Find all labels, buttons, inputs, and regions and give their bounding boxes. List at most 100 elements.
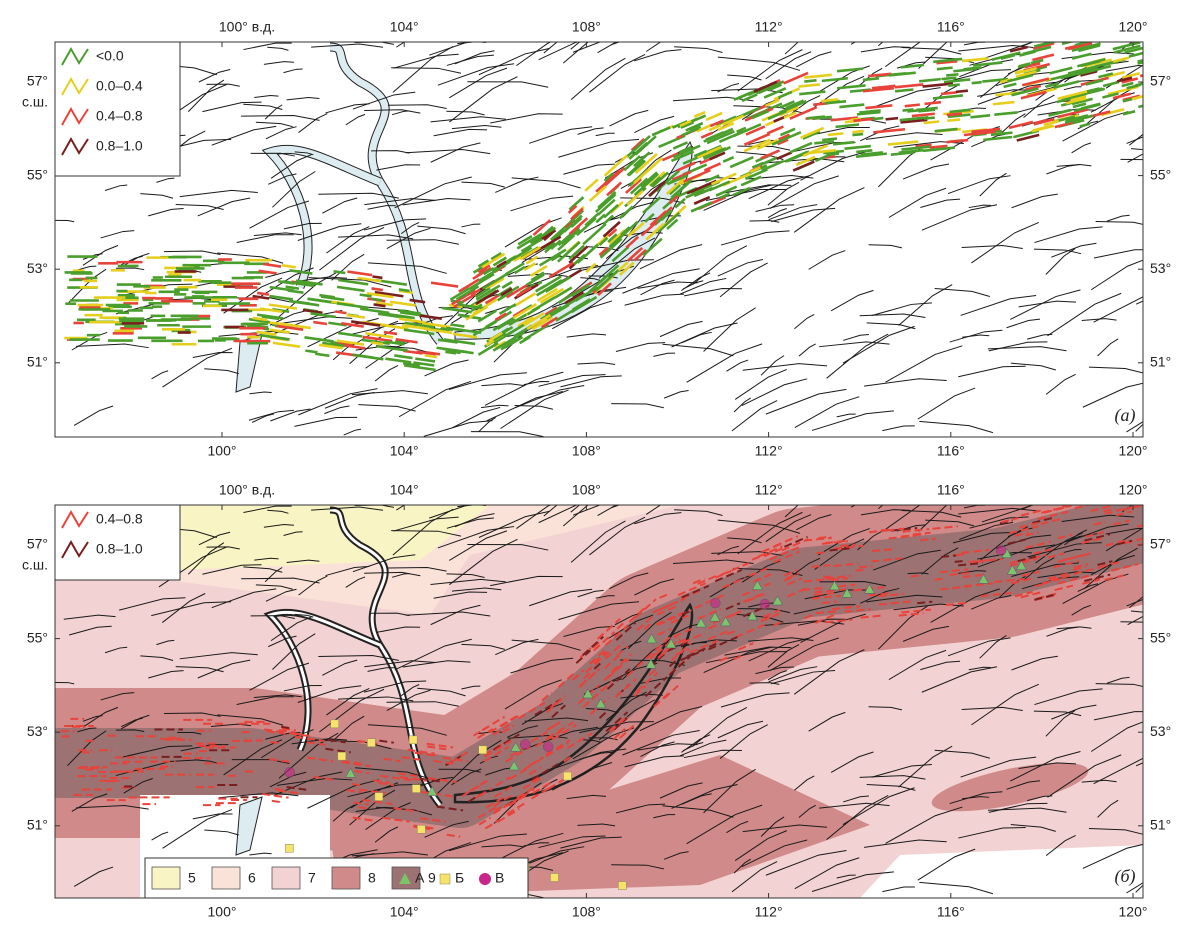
fault [794, 313, 815, 330]
fault [68, 625, 112, 636]
fault [218, 792, 299, 799]
fault-segment [784, 150, 809, 163]
fault [787, 95, 821, 117]
fault-segment [351, 782, 364, 787]
fault [391, 110, 410, 116]
fault-segment [814, 588, 847, 594]
fault-segment [1019, 50, 1036, 57]
fault-segment [760, 149, 781, 160]
fault-segment [424, 354, 438, 359]
fault-segment [346, 313, 365, 319]
fault-segment [358, 788, 386, 795]
fault-segment [397, 772, 421, 778]
fault-segment [584, 212, 600, 227]
fault [864, 839, 947, 848]
fault [521, 702, 564, 725]
fault-segment [709, 151, 726, 161]
bottom-axis-label: 100° [208, 904, 237, 920]
fault [885, 806, 963, 844]
symbol-a [695, 617, 707, 628]
fault-segment [844, 144, 871, 150]
fault-segment [651, 126, 671, 137]
fault [325, 103, 370, 114]
fault-segment [783, 71, 809, 85]
legend-label: 0.4–0.8 [96, 511, 143, 527]
fault [248, 409, 294, 421]
fault-segment [982, 77, 1009, 83]
fault-segment [1124, 46, 1143, 54]
fault [164, 250, 221, 255]
fault-segment [673, 627, 695, 638]
fault-segment [1020, 590, 1044, 599]
fault-segment [568, 244, 585, 260]
fault-segment [281, 264, 296, 269]
fault-segment [1129, 505, 1143, 510]
fault-segment [539, 287, 565, 304]
fault [486, 391, 563, 422]
fault-segment [784, 535, 808, 548]
fault [393, 53, 459, 69]
fault-segment [598, 246, 609, 257]
fault-segment [320, 295, 345, 302]
fault-segment [735, 623, 765, 639]
fault [563, 625, 615, 638]
fault [347, 322, 424, 336]
fault [1090, 259, 1143, 291]
fault-segment [1079, 122, 1091, 128]
fault-segment [516, 785, 537, 799]
fault [386, 239, 459, 245]
fault-segment [636, 657, 648, 668]
fault [570, 520, 626, 563]
fault-segment [827, 132, 844, 137]
fault-segment [457, 313, 470, 318]
fault-segment [1061, 42, 1075, 46]
fault [720, 230, 790, 246]
zone-swatch [151, 866, 181, 890]
fault-segment [693, 149, 708, 158]
fault-segment [1071, 52, 1092, 60]
fault [679, 277, 727, 295]
fault [885, 42, 921, 68]
fault-segment [475, 284, 501, 301]
fault-segment [578, 668, 601, 688]
fault-segment [602, 220, 621, 238]
fault [934, 287, 990, 297]
fault-segment [1072, 102, 1087, 109]
fault [1010, 824, 1056, 832]
fault-segment [749, 166, 761, 174]
fault-segment [531, 763, 559, 781]
symbol-c [995, 545, 1007, 556]
fault-segment [852, 132, 864, 137]
fault [371, 612, 410, 617]
fault-segment [696, 123, 714, 133]
fault [211, 125, 277, 146]
fault-segment [640, 171, 658, 188]
fault-segment [263, 262, 282, 268]
fault-segment [878, 592, 904, 598]
fault [572, 727, 635, 760]
fault-segment [1011, 577, 1034, 585]
fault-segment [269, 758, 294, 764]
fault [263, 524, 294, 528]
fault [962, 334, 990, 338]
fault [391, 530, 462, 537]
fault [495, 176, 539, 193]
fault [720, 692, 790, 708]
fault [902, 163, 950, 180]
fault-segment [674, 197, 686, 209]
fault [692, 706, 748, 747]
fault [659, 782, 703, 799]
fault-segment [415, 357, 436, 363]
fault [267, 509, 289, 514]
fault-segment [252, 316, 268, 322]
fault-segment [776, 138, 789, 146]
right-axis-label: 57° [1150, 73, 1171, 89]
symbol-a [645, 658, 657, 669]
bottom-axis-label: 104° [390, 904, 419, 920]
fault [75, 343, 149, 349]
fault-segment [366, 292, 394, 299]
fault-segment [302, 308, 323, 315]
fault-segment [715, 570, 732, 579]
fault-segment [825, 539, 847, 544]
fault [999, 113, 1026, 136]
